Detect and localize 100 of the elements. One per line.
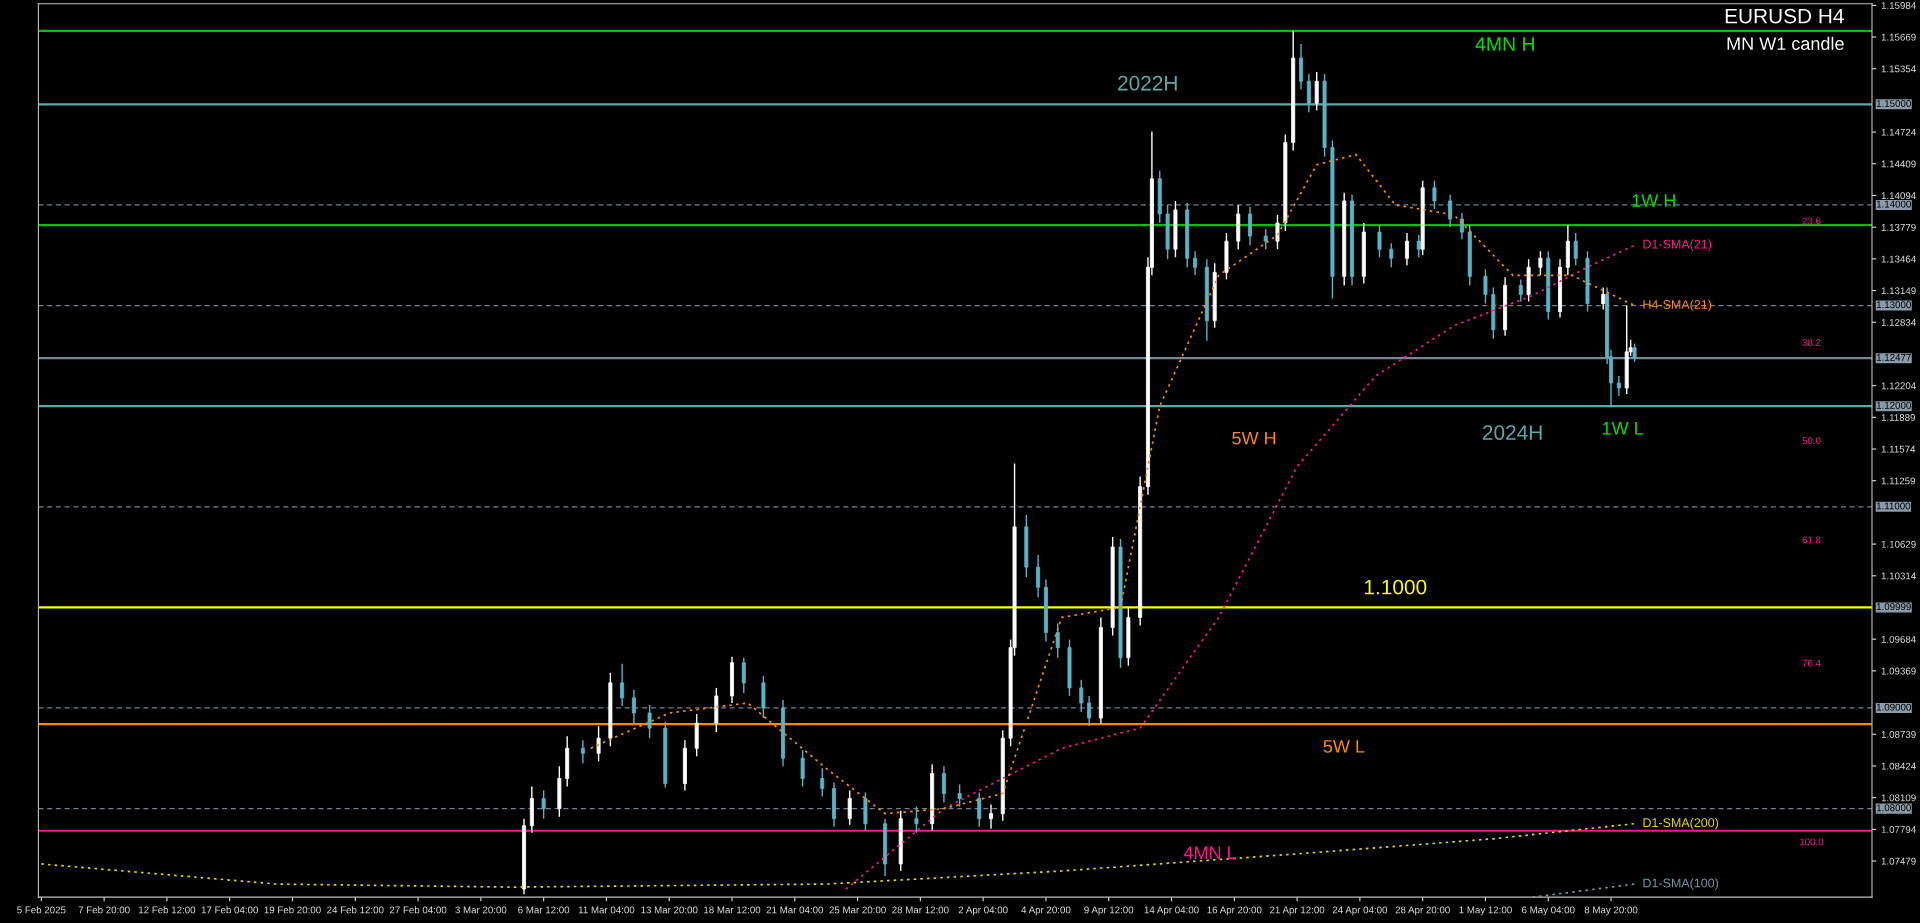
annotation: 1W L (1602, 422, 1644, 435)
x-tick-label: 14 Apr 04:00 (1144, 906, 1199, 916)
text: MN W1 candle (1727, 36, 1844, 51)
ref-line-label: 1.12477 (1876, 353, 1911, 361)
x-tick-label: 17 Feb 04:00 (201, 906, 258, 914)
annotation: 2022H (1118, 75, 1177, 91)
ref-line-label: 1.09000 (1876, 703, 1911, 711)
y-tick-label: 1.14724 (1881, 128, 1916, 136)
x-tick-label: 5 Feb 2025 (17, 906, 66, 914)
candlestick (820, 767, 825, 798)
series-label: H4-SMA(21) (1643, 299, 1712, 312)
annotation: 4MN L (1183, 846, 1237, 859)
candlestick (1404, 232, 1409, 266)
x-tick-label: 3 Mar 20:00 (455, 906, 507, 914)
candlestick (1432, 180, 1437, 210)
candlestick (1632, 343, 1637, 363)
ref-line-label: 1.11000 (1876, 502, 1911, 510)
series-label: D1-SMA(200) (1643, 817, 1719, 830)
x-tick-label: 21 Apr 12:00 (1270, 906, 1325, 916)
candlestick (914, 805, 919, 834)
x-tick-label: 12 Feb 12:00 (139, 906, 196, 914)
ref-line-label: 1.13000 (1876, 301, 1911, 309)
x-tick-label: 24 Apr 04:00 (1332, 906, 1388, 916)
y-tick-label: 1.07479 (1881, 857, 1916, 865)
y-tick-label: 1.10629 (1881, 540, 1916, 548)
x-tick-label: 25 Mar 20:00 (829, 906, 886, 914)
ref-line-label: 1.15000 (1876, 100, 1911, 107)
candlestick (541, 789, 546, 820)
annotation: 38.2 (1802, 338, 1821, 346)
y-tick-label: 1.13149 (1881, 287, 1916, 295)
candlestick (1538, 250, 1543, 277)
candlestick (1079, 679, 1084, 713)
candlestick (1299, 43, 1304, 90)
candlestick (1616, 375, 1621, 397)
candlestick (1573, 232, 1578, 266)
x-tick-label: 21 Mar 04:00 (766, 906, 824, 914)
candlestick (977, 791, 982, 828)
candlestick (1518, 278, 1523, 303)
series-label: D1-SMA(21) (1643, 239, 1712, 251)
x-tick-label: 13 Mar 20:00 (641, 906, 698, 914)
candlestick (1306, 73, 1311, 114)
candlestick (1448, 194, 1453, 228)
y-tick-label: 1.14409 (1881, 160, 1916, 168)
annotation: 2024H (1482, 425, 1542, 440)
y-tick-label: 1.08739 (1881, 730, 1916, 738)
x-tick-label: 6 Mar 12:00 (518, 906, 570, 914)
y-tick-label: 1.12834 (1881, 318, 1916, 326)
y-tick-label: 1.13464 (1881, 255, 1916, 263)
candlestick (596, 725, 601, 763)
y-tick-label: 1.09684 (1881, 635, 1916, 643)
candlestick (1314, 71, 1319, 112)
chart-title: EURUSD H4 (1725, 8, 1844, 24)
x-tick-label: 1 May 12:00 (1459, 906, 1512, 916)
candlestick (1601, 286, 1606, 311)
x-tick-label: 27 Feb 04:00 (389, 906, 447, 914)
candlestick (989, 803, 993, 830)
candlestick (631, 689, 636, 724)
candlestick (1036, 554, 1041, 599)
annotation: 61.8 (1802, 536, 1821, 544)
x-tick-label: 18 Mar 12:00 (704, 906, 761, 914)
candlestick (847, 789, 852, 826)
candlestick (1193, 250, 1198, 277)
series-label: D1-SMA(100) (1643, 878, 1719, 890)
y-tick-label: 1.11889 (1881, 414, 1915, 421)
candlestick (1248, 206, 1252, 246)
candlestick (957, 783, 962, 808)
line-series (40, 822, 1636, 888)
y-tick-label: 1.13779 (1881, 223, 1916, 231)
y-tick-label: 1.11259 (1881, 477, 1915, 485)
candlestick (941, 765, 946, 804)
annotation: 5W H (1232, 431, 1276, 445)
ref-line-label: 1.08000 (1876, 804, 1911, 812)
y-tick-label: 1.11574 (1881, 445, 1916, 453)
candlestick (580, 739, 585, 765)
ref-line-label: 1.14000 (1876, 200, 1911, 208)
x-tick-label: 28 Apr 20:00 (1395, 906, 1450, 916)
y-tick-label: 1.07794 (1881, 826, 1916, 833)
annotation: 23.6 (1802, 217, 1821, 225)
candlestick (1483, 268, 1488, 305)
y-tick-label: 1.15984 (1881, 2, 1916, 9)
candlestick (1389, 242, 1394, 268)
y-tick-label: 1.12204 (1881, 382, 1916, 390)
x-tick-label: 16 Apr 20:00 (1207, 906, 1262, 916)
x-tick-label: 24 Feb 12:00 (327, 906, 384, 914)
x-tick-label: 28 Mar 12:00 (892, 906, 949, 914)
annotation: 1.1000 (1365, 579, 1427, 595)
y-tick-label: 1.09369 (1881, 667, 1916, 675)
y-tick-label: 1.08424 (1881, 762, 1916, 770)
candlestick (1263, 228, 1268, 250)
x-tick-label: 9 Apr 12:00 (1084, 906, 1134, 916)
candlestick (1087, 695, 1092, 727)
x-tick-label: 8 May 20:00 (1584, 906, 1638, 916)
annotation: 76.4 (1802, 659, 1821, 667)
candlestick (620, 663, 625, 707)
candlestick (800, 749, 805, 788)
candlestick (1459, 212, 1464, 240)
annotation: 100.0 (1800, 838, 1824, 846)
y-tick-label: 1.08109 (1881, 794, 1916, 802)
annotation: 50.0 (1802, 437, 1821, 445)
annotation: 4MN H (1475, 37, 1534, 51)
